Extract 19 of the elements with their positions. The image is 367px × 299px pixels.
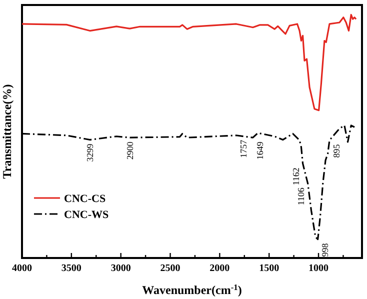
annotation: 2900 (124, 141, 135, 160)
annotation: 1106 (296, 187, 306, 206)
annotation: 3299 (84, 143, 95, 162)
annotation: 1757 (238, 139, 249, 158)
annotation: 998 (320, 242, 330, 257)
x-tick-label: 3000 (110, 263, 131, 274)
y-axis-title: Transmittance(%) (0, 84, 14, 179)
annotation: 1649 (254, 141, 265, 160)
x-tick-label: 4000 (12, 263, 32, 274)
annotation: 1162 (290, 168, 301, 186)
annotation: 895 (331, 144, 342, 158)
legend-label: CNC-WS (64, 209, 109, 221)
x-tick-label: 2000 (210, 263, 230, 274)
x-tick-label: 1000 (308, 263, 329, 274)
legend-label: CNC-CS (64, 193, 106, 205)
x-tick-label: 3500 (61, 263, 82, 274)
x-axis-title: Wavenumber(cm$^{-1}$) (142, 282, 242, 297)
x-tick-label: 2500 (160, 263, 180, 274)
x-tick-label: 1500 (259, 263, 280, 274)
